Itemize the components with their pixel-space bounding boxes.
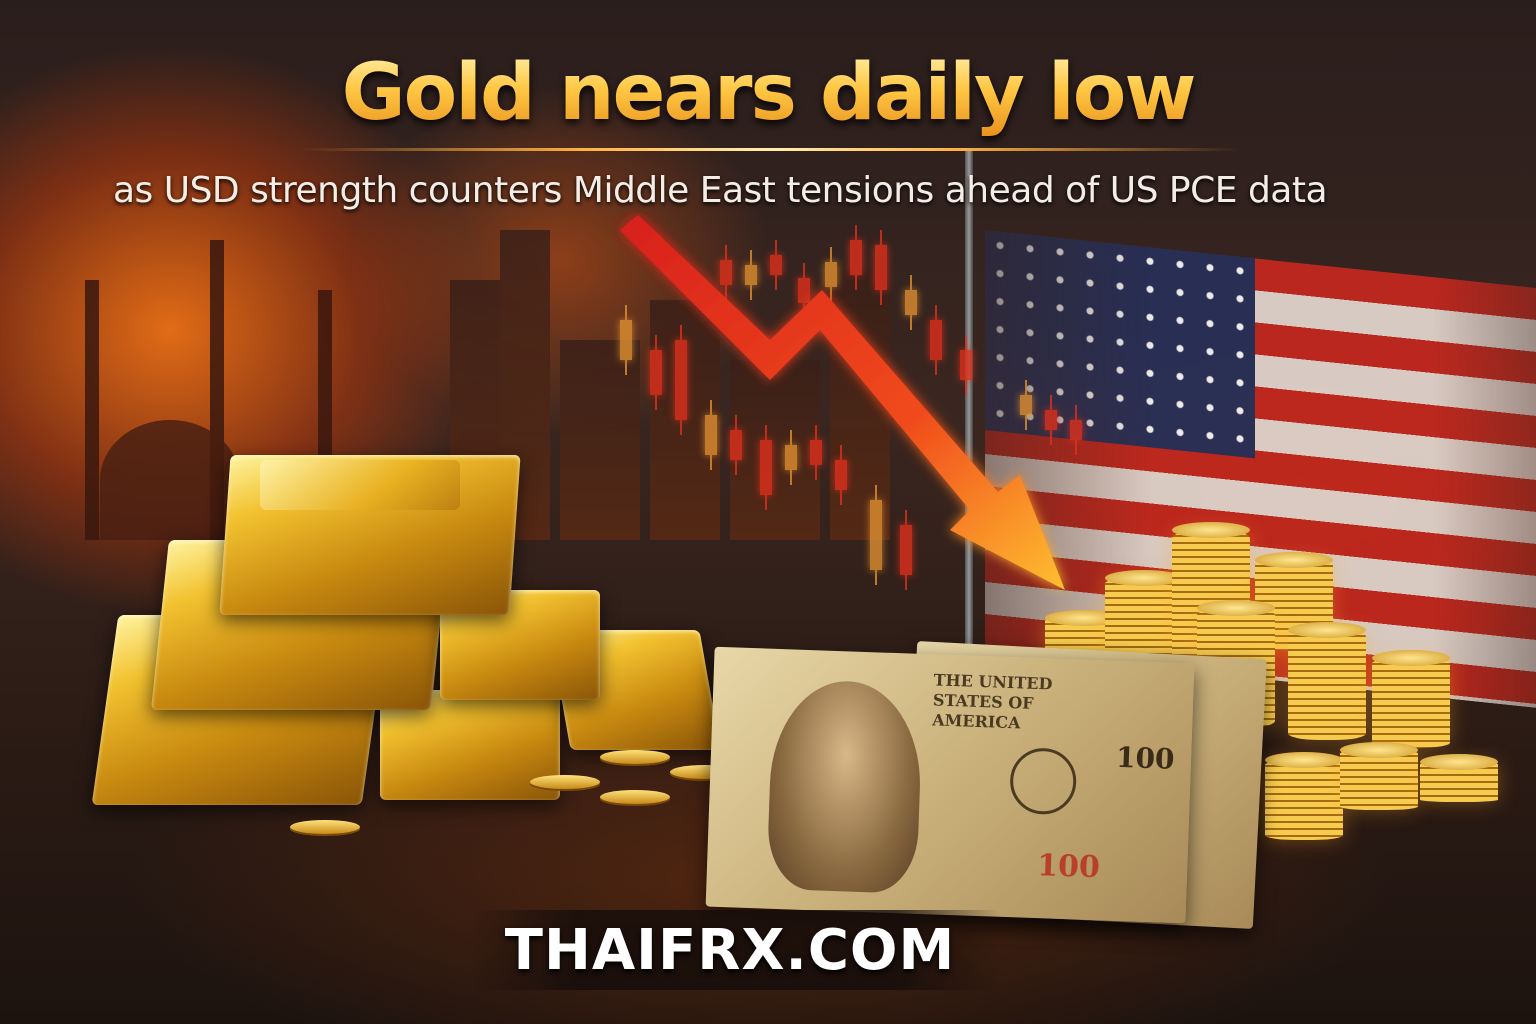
candlestick — [825, 247, 837, 302]
candlestick-wick — [750, 250, 752, 300]
candlestick — [745, 250, 757, 300]
candlestick — [730, 415, 742, 475]
candlestick — [835, 445, 847, 505]
candlestick — [720, 245, 732, 300]
candlestick — [850, 225, 862, 290]
candlestick — [785, 430, 797, 485]
candlestick — [650, 335, 662, 410]
candlestick — [960, 335, 972, 395]
banknote-header-text: THE UNITED STATES OF AMERICA — [931, 670, 1053, 733]
seal-icon — [1009, 747, 1078, 816]
candlestick-wick — [830, 247, 832, 302]
candlestick — [900, 510, 912, 590]
candlestick — [810, 425, 822, 480]
candlestick — [798, 263, 810, 318]
candlestick — [870, 485, 882, 585]
candlestick-wick — [710, 400, 712, 470]
candlestick-wick — [625, 305, 627, 375]
candlestick — [875, 230, 887, 305]
banknote-denomination-top: 100 — [1115, 740, 1176, 776]
footer-band — [470, 910, 1000, 990]
candlestick — [930, 305, 942, 375]
headline-title: Gold nears daily low — [0, 48, 1536, 138]
candlestick — [770, 240, 782, 290]
candlestick — [760, 425, 772, 510]
candlestick-wick — [875, 485, 877, 585]
website-label: THAIFRX.COM — [504, 918, 956, 983]
candlestick — [905, 275, 917, 330]
candlestick-wick — [935, 305, 937, 375]
candlestick-wick — [910, 275, 912, 330]
banknote-denomination-bottom: 100 — [1036, 848, 1101, 886]
candlestick-wick — [1075, 405, 1077, 455]
candlestick-wick — [965, 335, 967, 395]
candlestick — [620, 305, 632, 375]
candlestick — [675, 325, 687, 435]
candlestick-wick — [680, 325, 682, 435]
candlestick-wick — [855, 225, 857, 290]
candlestick-wick — [1025, 380, 1027, 430]
candlestick — [705, 400, 717, 470]
candlestick-wick — [880, 230, 882, 305]
candlestick — [1020, 380, 1032, 430]
portrait — [766, 678, 924, 894]
candlestick-wick — [790, 430, 792, 485]
title-divider — [300, 148, 1240, 151]
candlestick — [1045, 395, 1057, 445]
candlestick-wick — [735, 415, 737, 475]
down-trend-arrow-icon — [620, 215, 1065, 590]
candlestick-wick — [775, 240, 777, 290]
flag-pole — [965, 150, 973, 650]
candlestick — [1070, 405, 1082, 455]
candlestick-wick — [803, 263, 805, 318]
gold-bars-icon — [0, 0, 800, 900]
candlestick-wick — [905, 510, 907, 590]
candlestick-wick — [725, 245, 727, 300]
candlestick-wick — [655, 335, 657, 410]
candlestick-wick — [815, 425, 817, 480]
headline-subtitle: as USD strength counters Middle East ten… — [112, 170, 1328, 211]
candlestick-wick — [765, 425, 767, 510]
candlestick-wick — [840, 445, 842, 505]
candlestick-wick — [1050, 395, 1052, 445]
